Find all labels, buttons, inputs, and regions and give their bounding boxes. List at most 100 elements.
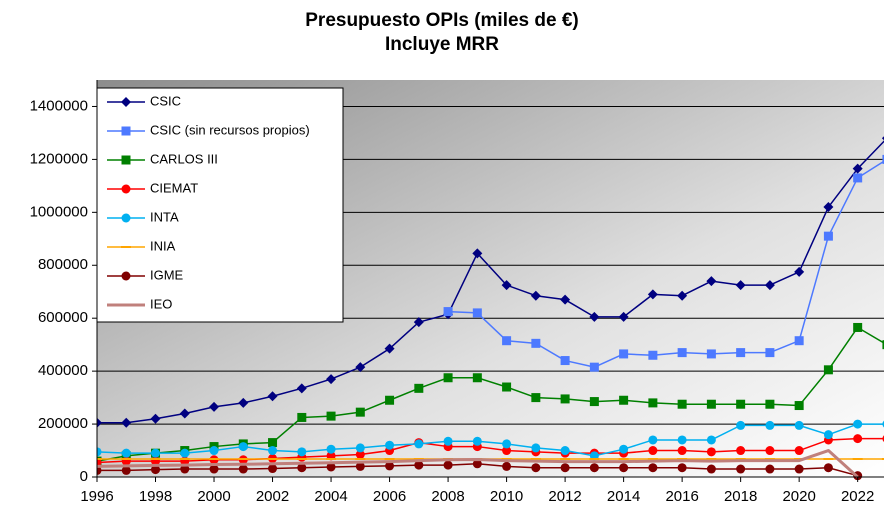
marker: [443, 436, 453, 446]
marker: [414, 439, 424, 449]
marker: [589, 463, 599, 473]
marker: [502, 446, 512, 456]
legend-label: CSIC: [150, 93, 181, 108]
marker: [530, 290, 541, 301]
marker: [736, 399, 746, 409]
marker: [619, 444, 629, 454]
y-tick-label: 600000: [38, 309, 88, 326]
marker: [853, 173, 863, 183]
marker: [618, 311, 629, 322]
marker: [355, 443, 365, 453]
marker: [619, 395, 629, 405]
marker: [648, 398, 658, 408]
marker: [209, 464, 219, 474]
marker: [706, 349, 716, 359]
marker: [121, 213, 131, 223]
x-tick-label: 2002: [256, 488, 289, 505]
marker: [413, 317, 424, 328]
marker: [121, 155, 131, 165]
x-tick-label: 2004: [314, 488, 347, 505]
marker: [648, 463, 658, 473]
marker: [531, 338, 541, 348]
marker: [765, 399, 775, 409]
marker: [297, 463, 307, 473]
marker: [326, 374, 337, 385]
marker: [677, 290, 688, 301]
series-group: [97, 136, 884, 480]
marker: [794, 401, 804, 411]
x-tick-label: 2020: [782, 488, 815, 505]
marker: [853, 322, 863, 332]
marker: [764, 280, 775, 291]
legend-label: CIEMAT: [150, 180, 198, 195]
x-tick-label: 2008: [431, 488, 464, 505]
marker: [560, 446, 570, 456]
marker: [502, 439, 512, 449]
marker: [384, 343, 395, 354]
series-line: [97, 140, 884, 424]
marker: [765, 420, 775, 430]
legend-label: INTA: [150, 209, 179, 224]
series-line: [448, 160, 884, 368]
marker: [677, 435, 687, 445]
series-line: [97, 449, 859, 479]
y-tick-label: 400000: [38, 362, 88, 379]
marker: [735, 280, 746, 291]
marker: [296, 383, 307, 394]
marker: [853, 434, 863, 444]
marker: [560, 463, 570, 473]
x-tick-label: 2014: [607, 488, 640, 505]
marker: [326, 411, 336, 421]
y-tick-label: 200000: [38, 415, 88, 432]
marker: [209, 401, 220, 412]
legend-label: IGME: [150, 267, 184, 282]
marker: [472, 308, 482, 318]
marker: [472, 248, 483, 259]
marker: [180, 464, 190, 474]
marker: [560, 356, 570, 366]
marker: [267, 391, 278, 402]
marker: [560, 294, 571, 305]
marker: [706, 447, 716, 457]
marker: [823, 430, 833, 440]
marker: [150, 413, 161, 424]
marker: [297, 412, 307, 422]
y-tick-label: 800000: [38, 256, 88, 273]
marker: [823, 231, 833, 241]
marker: [472, 436, 482, 446]
y-tick-label: 1000000: [30, 203, 88, 220]
marker: [794, 336, 804, 346]
marker: [589, 397, 599, 407]
marker: [502, 382, 512, 392]
marker: [121, 465, 131, 475]
marker: [765, 464, 775, 474]
marker: [268, 446, 278, 456]
marker: [736, 464, 746, 474]
legend-label: CSIC (sin recursos propios): [150, 122, 310, 137]
marker: [619, 349, 629, 359]
marker: [589, 362, 599, 372]
marker: [706, 276, 717, 287]
x-tick-label: 2022: [841, 488, 874, 505]
series-line: [97, 423, 884, 457]
marker: [179, 408, 190, 419]
marker: [677, 348, 687, 358]
marker: [502, 336, 512, 346]
marker: [823, 463, 833, 473]
marker: [853, 419, 863, 429]
marker: [97, 417, 102, 428]
marker: [326, 444, 336, 454]
marker: [121, 417, 132, 428]
chart-title: Presupuesto OPIs (miles de €): [305, 10, 578, 31]
marker: [414, 460, 424, 470]
x-tick-label: 2010: [490, 488, 523, 505]
marker: [794, 446, 804, 456]
marker: [794, 266, 805, 277]
y-tick-label: 0: [80, 468, 88, 485]
marker: [736, 446, 746, 456]
marker: [736, 348, 746, 358]
x-tick-label: 2000: [197, 488, 230, 505]
marker: [97, 457, 102, 467]
marker: [736, 420, 746, 430]
marker: [209, 446, 219, 456]
